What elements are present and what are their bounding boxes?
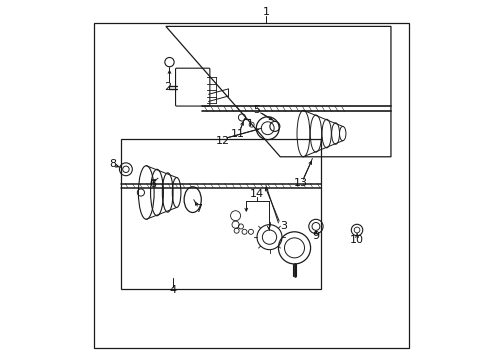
Text: 13: 13 <box>293 177 307 188</box>
Text: 4: 4 <box>169 285 176 295</box>
Text: 5: 5 <box>253 105 260 115</box>
Text: 3: 3 <box>280 221 287 231</box>
Text: 12: 12 <box>216 136 230 146</box>
Text: 10: 10 <box>349 235 363 245</box>
Text: 6: 6 <box>148 179 156 189</box>
Text: 1: 1 <box>262 7 269 17</box>
Text: 11: 11 <box>231 129 244 139</box>
Text: 14: 14 <box>249 189 264 199</box>
Bar <box>94 23 408 348</box>
Text: 9: 9 <box>312 231 319 242</box>
Text: 2: 2 <box>164 82 171 92</box>
Text: 7: 7 <box>195 204 202 214</box>
Text: 8: 8 <box>108 159 116 169</box>
